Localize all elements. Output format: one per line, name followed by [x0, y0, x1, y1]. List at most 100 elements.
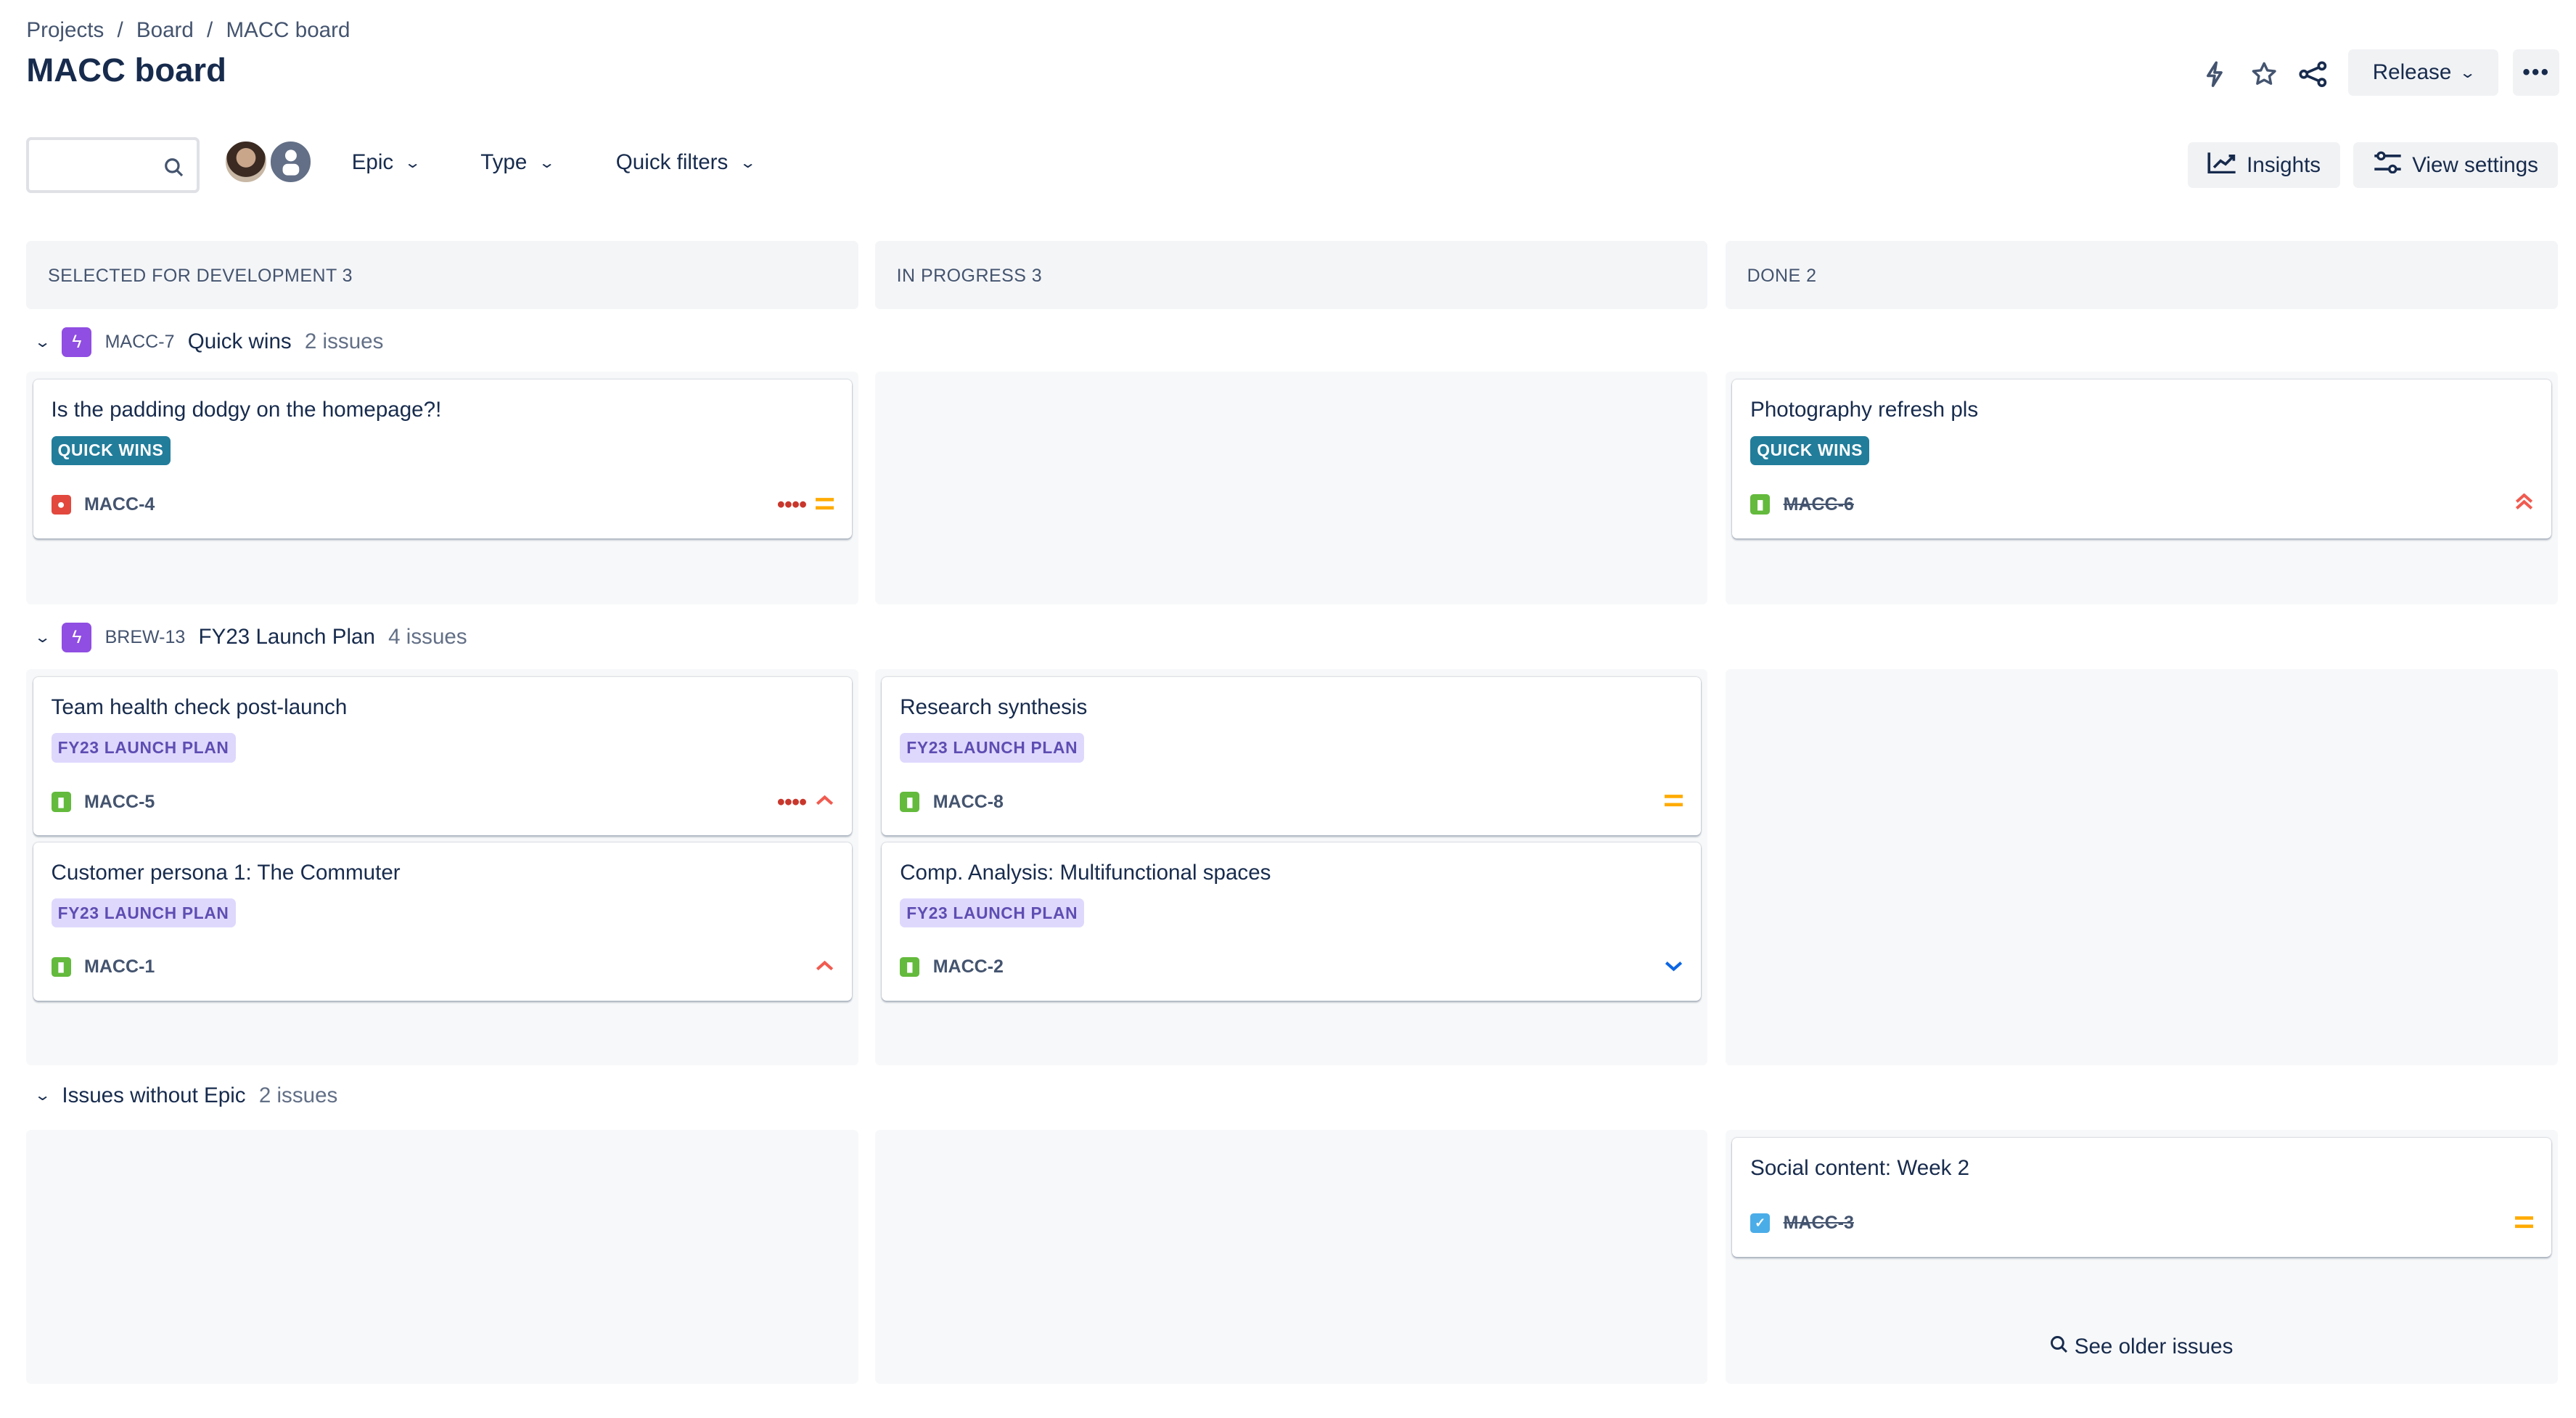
issue-count: 2 issues	[258, 1083, 338, 1107]
swimlane-header[interactable]: ⌄ ϟ MACC-7 Quick wins 2 issues	[33, 327, 384, 357]
priority-highest-icon	[2515, 493, 2533, 515]
swimlane-cell: Photography refresh pls QUICK WINS ▮ MACC-…	[1726, 372, 2558, 605]
swimlane-cell: Social content: Week 2 ✓ MACC-3	[1726, 1129, 2558, 1384]
swimlane-name: Issues without Epic	[62, 1083, 246, 1107]
search-input[interactable]	[26, 136, 200, 194]
filter-label: Epic	[351, 150, 394, 175]
bug-type-icon: ●	[51, 494, 71, 515]
priority-high-icon	[816, 956, 834, 978]
issue-title: Team health check post-launch	[51, 695, 348, 720]
issue-card[interactable]: Customer persona 1: The Commuter FY23 LAU…	[33, 842, 853, 1001]
swimlane-header[interactable]: ⌄ ϟ BREW-13 FY23 Launch Plan 4 issues	[33, 622, 467, 652]
more-actions-button[interactable]: •••	[2513, 49, 2560, 96]
column-header-in-progress: IN PROGRESS 3	[875, 241, 1707, 309]
epic-key: BREW-13	[104, 626, 186, 647]
chevron-down-icon: ⌄	[404, 154, 422, 171]
swimlane-cell: Is the padding dodgy on the homepage?! QU…	[26, 372, 859, 605]
ellipsis-icon: •••	[2522, 60, 2551, 85]
issue-key[interactable]: MACC-5	[84, 791, 155, 812]
issue-card[interactable]: Team health check post-launch FY23 LAUNCH…	[33, 676, 853, 836]
issue-title: Social content: Week 2	[1750, 1155, 1970, 1180]
sliders-icon	[2373, 151, 2403, 180]
search-icon	[2050, 1335, 2068, 1358]
breadcrumb-current[interactable]: MACC board	[226, 18, 350, 43]
chevron-down-icon[interactable]: ⌄	[33, 333, 52, 351]
issue-card[interactable]: Social content: Week 2 ✓ MACC-3	[1732, 1137, 2551, 1257]
issue-title: Photography refresh pls	[1750, 398, 1979, 422]
priority-low-icon	[1665, 956, 1683, 978]
swimlane-cell: Team health check post-launch FY23 LAUNCH…	[26, 668, 859, 1065]
story-type-icon: ▮	[900, 957, 920, 978]
chevron-down-icon[interactable]: ⌄	[33, 1087, 52, 1105]
filter-quick-filters[interactable]: Quick filters ⌄	[615, 150, 757, 175]
swimlane-name: FY23 Launch Plan	[198, 625, 375, 649]
issue-card[interactable]: Comp. Analysis: Multifunctional spaces FY…	[882, 842, 1701, 1001]
issue-key[interactable]: MACC-2	[932, 956, 1004, 978]
breadcrumb-projects[interactable]: Projects	[26, 18, 104, 43]
chevron-down-icon: ⌄	[2458, 64, 2477, 81]
issue-key[interactable]: MACC-3	[1783, 1212, 1854, 1233]
dots-indicator-icon: ●●●●	[776, 496, 808, 513]
swimlane-cell	[875, 372, 1707, 605]
epic-tag: FY23 LAUNCH PLAN	[900, 733, 1085, 763]
chevron-down-icon[interactable]: ⌄	[33, 628, 52, 646]
search-icon	[164, 153, 184, 184]
swimlane-header[interactable]: ⌄ Issues without Epic 2 issues	[33, 1083, 338, 1108]
epic-tag: FY23 LAUNCH PLAN	[51, 898, 236, 928]
page-title: MACC board	[26, 51, 226, 89]
insights-button[interactable]: Insights	[2188, 142, 2340, 189]
chevron-down-icon: ⌄	[739, 154, 757, 171]
filter-type[interactable]: Type ⌄	[480, 150, 556, 175]
issue-key[interactable]: MACC-8	[932, 791, 1004, 812]
column-header-done: DONE 2	[1726, 241, 2558, 309]
release-label: Release	[2372, 60, 2452, 85]
issue-card[interactable]: Is the padding dodgy on the homepage?! QU…	[33, 380, 853, 538]
filter-epic[interactable]: Epic ⌄	[351, 150, 422, 175]
avatar-user[interactable]	[223, 139, 269, 185]
breadcrumb-separator: /	[207, 18, 213, 43]
issue-title: Comp. Analysis: Multifunctional spaces	[900, 860, 1271, 885]
chevron-down-icon: ⌄	[538, 154, 556, 171]
breadcrumb-board[interactable]: Board	[136, 18, 194, 43]
swimlane-cell	[875, 1129, 1707, 1384]
issue-title: Is the padding dodgy on the homepage?!	[51, 398, 442, 422]
view-settings-label: View settings	[2412, 152, 2538, 177]
swimlane-cell	[1726, 668, 2558, 1065]
issue-card[interactable]: Research synthesis FY23 LAUNCH PLAN ▮ MACC…	[882, 676, 1701, 836]
see-older-issues-button[interactable]: See older issues	[1726, 1335, 2558, 1359]
dots-indicator-icon: ●●●●	[776, 793, 808, 811]
release-button[interactable]: Release ⌄	[2347, 49, 2498, 96]
priority-medium-icon	[2514, 1213, 2533, 1234]
filter-label: Quick filters	[615, 150, 729, 175]
issue-card[interactable]: Photography refresh pls QUICK WINS ▮ MACC-…	[1732, 380, 2551, 538]
star-icon[interactable]	[2244, 54, 2284, 94]
swimlane-name: Quick wins	[187, 329, 292, 354]
swimlane-cell: Research synthesis FY23 LAUNCH PLAN ▮ MACC…	[875, 668, 1707, 1065]
avatar-unassigned[interactable]	[267, 139, 314, 185]
issue-title: Customer persona 1: The Commuter	[51, 860, 401, 885]
epic-lightning-icon: ϟ	[62, 622, 92, 652]
insights-label: Insights	[2247, 152, 2321, 177]
automation-lightning-icon[interactable]	[2194, 54, 2234, 94]
column-header-selected-for-development: SELECTED FOR DEVELOPMENT 3	[26, 241, 859, 309]
epic-lightning-icon: ϟ	[62, 327, 92, 357]
issue-count: 2 issues	[304, 329, 384, 354]
share-icon[interactable]	[2294, 54, 2334, 94]
view-settings-button[interactable]: View settings	[2353, 142, 2558, 189]
filter-label: Type	[480, 150, 528, 175]
issue-key[interactable]: MACC-6	[1783, 493, 1854, 515]
breadcrumb: Projects / Board / MACC board	[26, 18, 350, 43]
epic-tag: FY23 LAUNCH PLAN	[51, 733, 236, 763]
priority-high-icon	[816, 792, 834, 813]
story-type-icon: ▮	[1750, 494, 1771, 515]
task-type-icon: ✓	[1750, 1213, 1771, 1233]
see-older-issues-label: See older issues	[2074, 1334, 2234, 1358]
insights-chart-icon	[2207, 151, 2237, 180]
epic-tag: QUICK WINS	[1750, 435, 1870, 466]
epic-tag: FY23 LAUNCH PLAN	[900, 898, 1085, 928]
issue-key[interactable]: MACC-4	[84, 493, 155, 515]
swimlane-cell	[26, 1129, 859, 1384]
story-type-icon: ▮	[51, 957, 71, 978]
issue-key[interactable]: MACC-1	[84, 956, 155, 978]
priority-medium-icon	[1664, 792, 1683, 813]
